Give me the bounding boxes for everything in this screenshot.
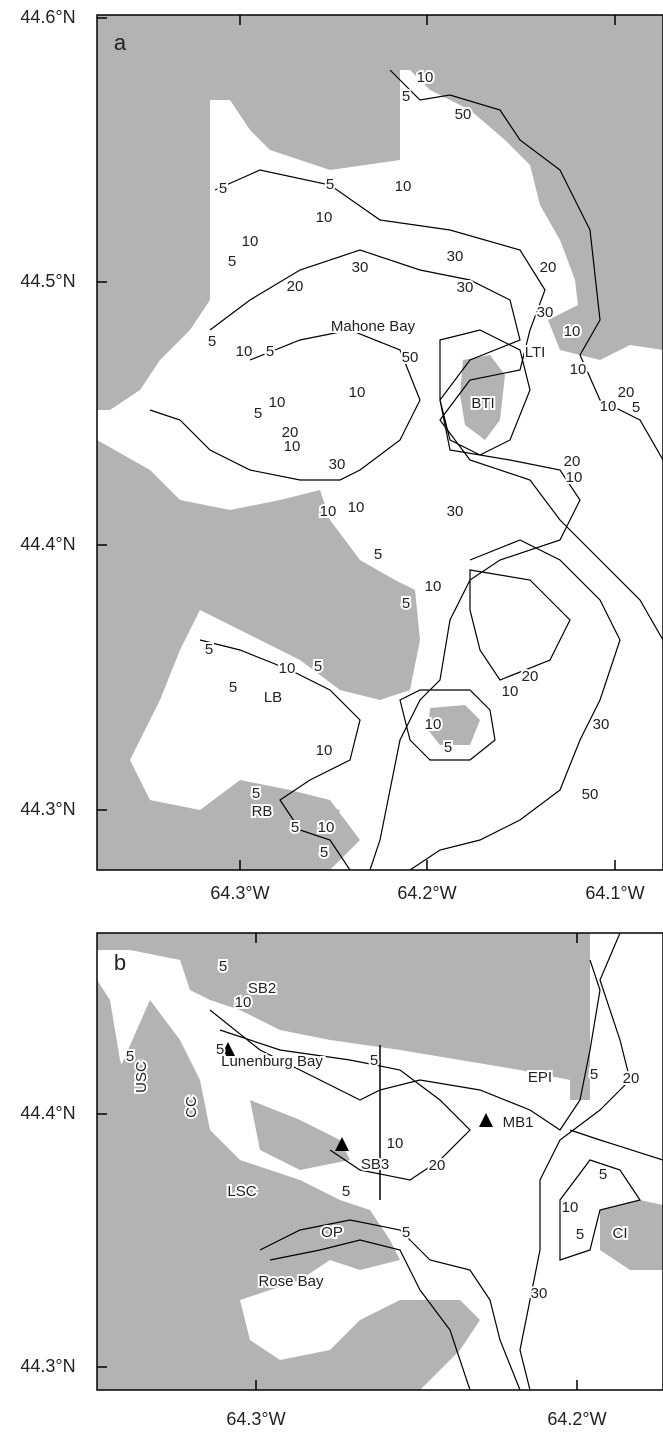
contour-label: 10 xyxy=(349,384,366,401)
contour-label: 30 xyxy=(531,1285,548,1302)
contour-label: 20 xyxy=(429,1157,446,1174)
contour-label: 10 xyxy=(235,994,252,1011)
contour-label: 5 xyxy=(252,785,260,802)
contour-label: 5 xyxy=(402,595,410,612)
place-label: Lunenburg Bay xyxy=(221,1053,323,1070)
x-tick-label: 64.3°W xyxy=(210,883,269,903)
panel-label: b xyxy=(114,950,126,975)
x-tick-label: 64.2°W xyxy=(547,1409,606,1429)
contour-label: 5 xyxy=(291,819,299,836)
contour-label: 5 xyxy=(266,343,274,360)
place-label: LTI xyxy=(525,344,546,361)
contour-label: 10 xyxy=(320,503,337,520)
place-label: LB xyxy=(264,689,282,706)
contour-label: 5 xyxy=(219,958,227,975)
x-tick-label: 64.3°W xyxy=(226,1409,285,1429)
contour-label: 10 xyxy=(242,233,259,250)
contour-label: 5 xyxy=(632,399,640,416)
contour-label: 10 xyxy=(236,343,253,360)
place-label: SB3 xyxy=(361,1156,389,1173)
contour-label: 10 xyxy=(564,323,581,340)
contour-label: 5 xyxy=(444,739,452,756)
contour-label: 5 xyxy=(402,88,410,105)
contour-label: 5 xyxy=(370,1052,378,1069)
panel-label: a xyxy=(114,30,127,55)
contour-label: 5 xyxy=(126,1048,134,1065)
contour-label: 10 xyxy=(318,819,335,836)
place-label: LSC xyxy=(227,1183,256,1200)
contour-label: 30 xyxy=(537,304,554,321)
contour-label: 10 xyxy=(570,361,587,378)
contour-label: 10 xyxy=(284,438,301,455)
contour-label: 20 xyxy=(522,668,539,685)
y-tick-label: 44.5°N xyxy=(20,271,75,291)
contour-label: 5 xyxy=(216,1041,224,1058)
place-label: EPI xyxy=(528,1069,552,1086)
y-tick-label: 44.4°N xyxy=(20,534,75,554)
y-tick-label: 44.6°N xyxy=(20,7,75,27)
place-label: BTI xyxy=(471,395,494,412)
contour-label: 5 xyxy=(208,333,216,350)
contour-label: 5 xyxy=(342,1183,350,1200)
contour-label: 10 xyxy=(425,578,442,595)
contour-label: 5 xyxy=(205,641,213,658)
contour-label: 10 xyxy=(395,178,412,195)
contour-label: 10 xyxy=(600,398,617,415)
y-tick-label: 44.3°N xyxy=(20,1356,75,1376)
contour-label: 30 xyxy=(352,259,369,276)
contour-label: 20 xyxy=(623,1070,640,1087)
contour-label: 5 xyxy=(219,180,227,197)
contour-label: 30 xyxy=(457,279,474,296)
y-tick-label: 44.4°N xyxy=(20,1103,75,1123)
contour-label: 30 xyxy=(447,248,464,265)
land xyxy=(97,15,663,410)
contour-label: 10 xyxy=(417,69,434,86)
contour-label: 10 xyxy=(566,469,583,486)
place-label: SB2 xyxy=(248,980,276,997)
contour-label: 5 xyxy=(254,405,262,422)
contour-label: 5 xyxy=(228,253,236,270)
place-label: CC xyxy=(183,1096,200,1118)
x-tick-label: 64.1°W xyxy=(585,883,644,903)
place-label: CI xyxy=(613,1225,628,1242)
contour xyxy=(410,540,620,870)
contour-label: 5 xyxy=(320,844,328,861)
contour-label: 50 xyxy=(402,349,419,366)
place-label: Mahone Bay xyxy=(331,318,416,335)
contour-label: 20 xyxy=(564,453,581,470)
contour-label: 5 xyxy=(402,1224,410,1241)
contour-label: 50 xyxy=(582,786,599,803)
contour-label: 5 xyxy=(314,658,322,675)
contour-label: 5 xyxy=(576,1226,584,1243)
place-label: RB xyxy=(252,803,273,820)
figure: a 44.6°N 44.5°N 44.4°N 44.3°N 64.3°W 64.… xyxy=(0,0,663,1433)
contour-label: 10 xyxy=(316,209,333,226)
contour-label: 10 xyxy=(269,394,286,411)
contour-label: 30 xyxy=(329,456,346,473)
contour-label: 5 xyxy=(374,546,382,563)
contour-label: 5 xyxy=(590,1066,598,1083)
place-label: MB1 xyxy=(503,1114,534,1131)
contour-label: 5 xyxy=(599,1166,607,1183)
panel-a-map xyxy=(97,15,663,870)
contour-label: 5 xyxy=(229,679,237,696)
contour-label: 10 xyxy=(387,1135,404,1152)
contour-label: 10 xyxy=(279,660,296,677)
place-label: Rose Bay xyxy=(258,1273,324,1290)
contour-label: 10 xyxy=(425,716,442,733)
contour-label: 30 xyxy=(447,503,464,520)
contour-label: 20 xyxy=(287,278,304,295)
contour-label: 10 xyxy=(348,499,365,516)
contour-label: 10 xyxy=(316,742,333,759)
place-label: OP xyxy=(321,1224,343,1241)
contour-label: 50 xyxy=(455,106,472,123)
contour-label: 5 xyxy=(326,176,334,193)
contour-label: 10 xyxy=(502,683,519,700)
y-tick-label: 44.3°N xyxy=(20,799,75,819)
place-label: USC xyxy=(133,1061,150,1093)
contour-label: 30 xyxy=(593,716,610,733)
contour-label: 20 xyxy=(540,259,557,276)
contour-label: 10 xyxy=(562,1199,579,1216)
x-tick-label: 64.2°W xyxy=(397,883,456,903)
